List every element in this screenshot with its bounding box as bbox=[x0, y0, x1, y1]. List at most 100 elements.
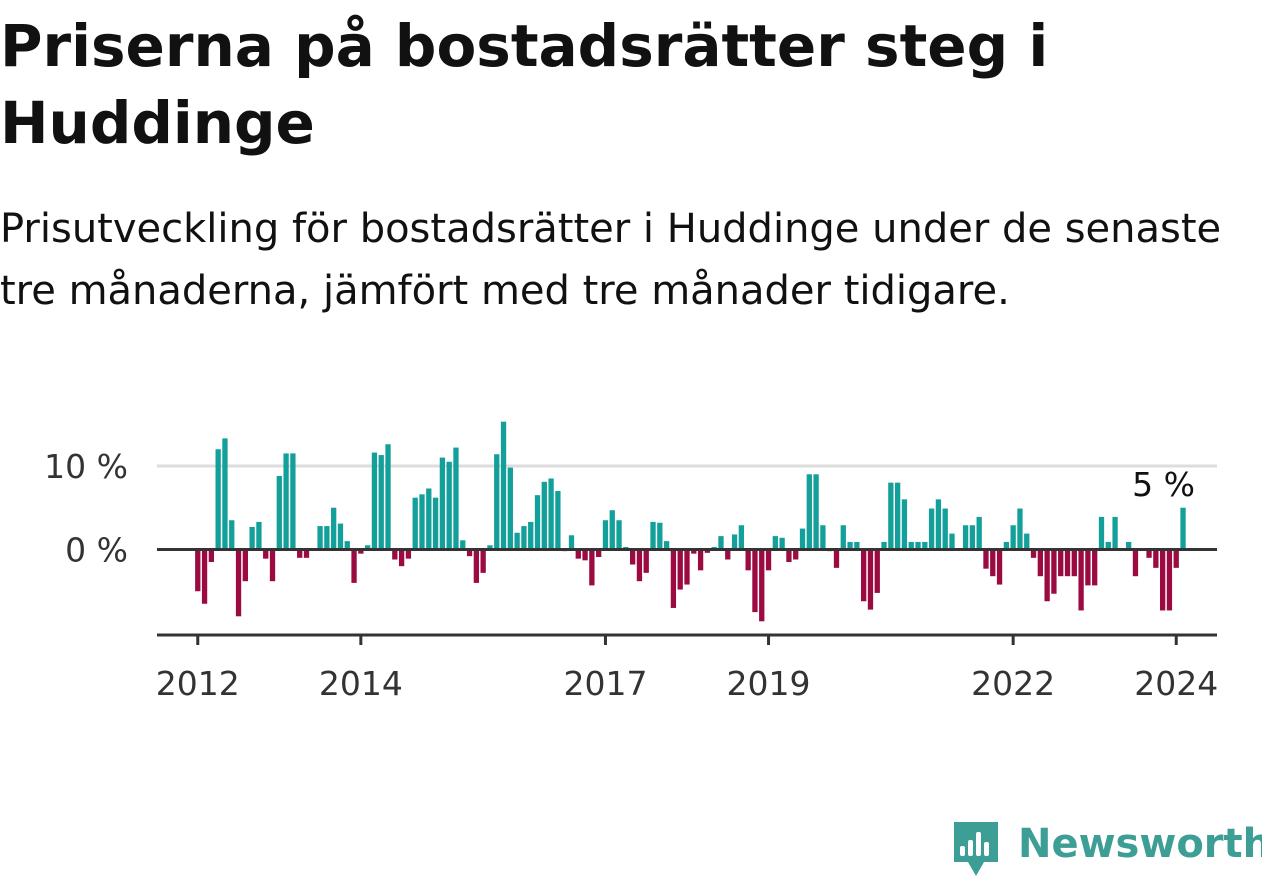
brand-name: Newsworthy bbox=[1018, 818, 1262, 870]
bar bbox=[216, 449, 221, 549]
bar bbox=[1099, 517, 1104, 550]
last-value-label: 5 % bbox=[1132, 465, 1195, 504]
x-tick-label: 2014 bbox=[319, 664, 403, 703]
bar bbox=[433, 498, 438, 550]
bar bbox=[1058, 549, 1063, 576]
bar bbox=[732, 534, 737, 549]
bar bbox=[521, 526, 526, 549]
bar bbox=[1174, 549, 1179, 567]
bar bbox=[841, 525, 846, 549]
bar bbox=[644, 549, 649, 572]
newsworthy-chart-bubble-icon bbox=[950, 818, 1002, 880]
bar bbox=[481, 549, 486, 572]
bar bbox=[331, 508, 336, 550]
bar bbox=[793, 549, 798, 559]
bar bbox=[997, 549, 1002, 584]
bar bbox=[195, 549, 200, 591]
bar bbox=[1038, 549, 1043, 576]
bar bbox=[283, 453, 288, 549]
bar bbox=[752, 549, 757, 612]
bar bbox=[773, 536, 778, 549]
bar bbox=[820, 525, 825, 549]
bar bbox=[338, 524, 343, 550]
bar bbox=[1085, 549, 1090, 585]
bar bbox=[1044, 549, 1049, 601]
bar bbox=[1112, 517, 1117, 550]
bar bbox=[977, 517, 982, 550]
bar bbox=[759, 549, 764, 621]
x-tick-label: 2019 bbox=[727, 664, 811, 703]
bar bbox=[1180, 508, 1185, 550]
bar bbox=[249, 527, 254, 550]
bar bbox=[895, 483, 900, 550]
bar bbox=[447, 462, 452, 550]
bar bbox=[399, 549, 404, 566]
y-tick-label: 10 % bbox=[44, 447, 128, 486]
bar bbox=[739, 525, 744, 549]
bar bbox=[290, 453, 295, 549]
bar bbox=[834, 549, 839, 567]
bar bbox=[453, 448, 458, 550]
bar bbox=[970, 525, 975, 549]
bar bbox=[861, 549, 866, 601]
y-tick-label: 0 % bbox=[65, 530, 128, 569]
bar bbox=[440, 458, 445, 550]
bar bbox=[766, 549, 771, 570]
bar bbox=[569, 535, 574, 549]
bar bbox=[1133, 549, 1138, 576]
bar bbox=[983, 549, 988, 568]
bar bbox=[1051, 549, 1056, 593]
bar bbox=[1167, 549, 1172, 610]
bar bbox=[392, 549, 397, 559]
bar bbox=[222, 438, 227, 549]
chart-subtitle: Prisutveckling för bostadsrätter i Huddi… bbox=[0, 198, 1240, 322]
bar bbox=[1092, 549, 1097, 585]
bar bbox=[902, 499, 907, 549]
bar bbox=[474, 549, 479, 582]
bar bbox=[671, 549, 676, 607]
bar bbox=[698, 549, 703, 570]
bar bbox=[385, 444, 390, 549]
bar bbox=[786, 549, 791, 562]
bar bbox=[610, 510, 615, 549]
bar bbox=[630, 549, 635, 564]
bar bbox=[779, 538, 784, 550]
bar bbox=[616, 520, 621, 549]
brand: Newsworthy bbox=[950, 818, 1262, 880]
bar bbox=[1011, 525, 1016, 549]
bar bbox=[501, 422, 506, 550]
bar bbox=[603, 520, 608, 549]
bar bbox=[678, 549, 683, 589]
x-tick-label: 2022 bbox=[971, 664, 1055, 703]
bar bbox=[813, 474, 818, 549]
bar bbox=[725, 549, 730, 559]
bar bbox=[637, 549, 642, 581]
bar bbox=[426, 488, 431, 549]
bar bbox=[555, 491, 560, 549]
bar bbox=[1024, 534, 1029, 550]
bar bbox=[1065, 549, 1070, 576]
bar bbox=[324, 526, 329, 549]
bar bbox=[514, 533, 519, 550]
bar bbox=[270, 549, 275, 581]
bar bbox=[535, 495, 540, 549]
bar bbox=[202, 549, 207, 603]
bar bbox=[317, 526, 322, 549]
bar bbox=[800, 529, 805, 550]
x-tick-label: 2017 bbox=[563, 664, 647, 703]
bar bbox=[494, 454, 499, 549]
bar bbox=[963, 525, 968, 549]
bar bbox=[277, 476, 282, 550]
bar bbox=[589, 549, 594, 585]
bar bbox=[1160, 549, 1165, 610]
bar bbox=[508, 468, 513, 550]
bar bbox=[542, 482, 547, 550]
bar bbox=[528, 522, 533, 550]
bar bbox=[413, 498, 418, 550]
bar bbox=[243, 549, 248, 581]
bar bbox=[1017, 509, 1022, 550]
bar bbox=[990, 549, 995, 576]
x-tick-label: 2024 bbox=[1134, 664, 1218, 703]
bar bbox=[650, 522, 655, 550]
